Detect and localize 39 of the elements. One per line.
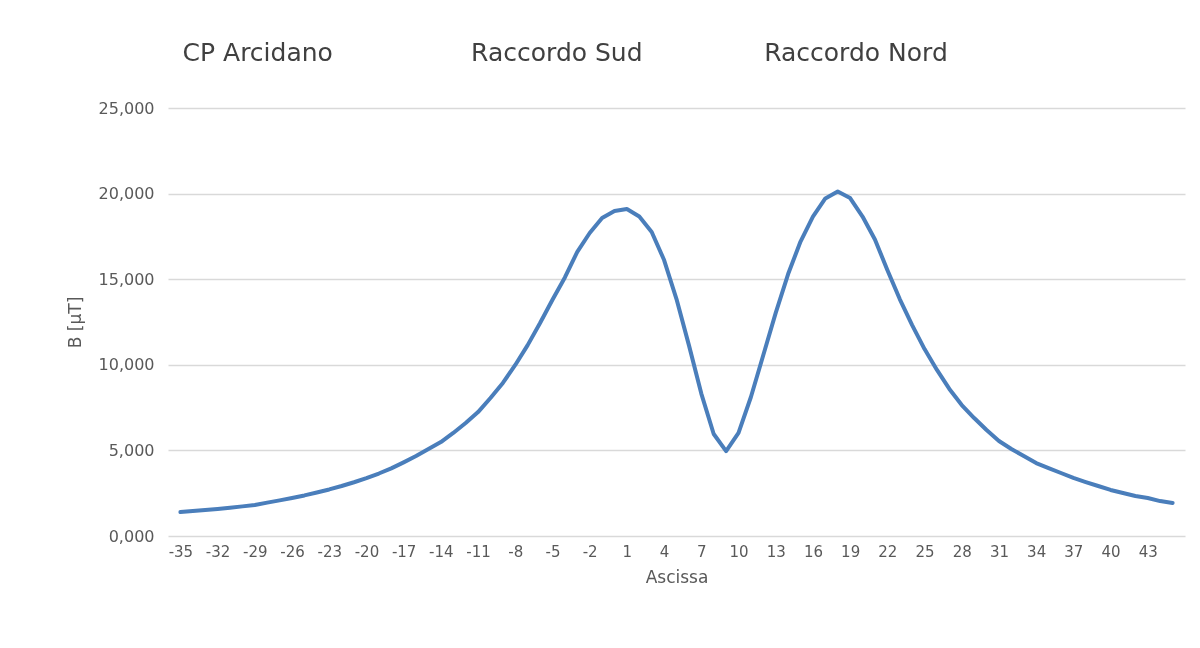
y-tick-label: 0,000 [108,526,155,546]
x-tick-label: -8 [508,542,524,561]
x-tick-label: -23 [317,542,342,561]
x-tick-label: 1 [622,542,633,561]
y-tick-label: 5,000 [108,440,155,460]
x-tick-label: 22 [878,542,898,561]
y-tick-label: 15,000 [98,269,155,289]
text: Raccordo Sud [471,38,643,67]
x-axis-title: Ascissa [645,566,709,587]
x-tick-label: 34 [1027,542,1047,561]
x-tick-label: -5 [545,542,561,561]
x-tick-label: 13 [766,542,786,561]
x-tick-label: -2 [582,542,598,561]
x-tick-label: 43 [1138,542,1158,561]
x-tick-label: 16 [803,542,823,561]
x-tick-label: -11 [466,542,491,561]
text: CP Arcidano [182,38,333,67]
y-tick-label: 25,000 [98,98,155,118]
x-tick-label: -20 [354,542,380,561]
x-tick-label: 28 [952,542,972,561]
x-tick-label: 40 [1101,542,1121,561]
line-series [178,189,1175,515]
text: Raccordo Nord [764,38,948,67]
x-tick-label: -26 [280,542,305,561]
y-tick-label: 20,000 [98,184,155,204]
x-tick-label: 37 [1064,542,1084,561]
x-tick-label: -35 [168,542,194,561]
x-tick-label: 19 [841,542,861,561]
x-tick-label: -14 [429,542,454,561]
y-tick-label: 10,000 [98,355,155,375]
x-tick-label: 31 [989,542,1010,561]
x-tick-label: 25 [915,542,935,561]
x-tick-label: -29 [243,542,268,561]
x-tick-label: 7 [697,542,707,561]
y-axis-title: B [µT] [64,296,85,349]
x-tick-label: 4 [659,542,670,561]
x-tick-label: 10 [729,542,749,561]
x-tick-label: -32 [205,542,231,561]
x-tick-label: -17 [391,542,417,561]
